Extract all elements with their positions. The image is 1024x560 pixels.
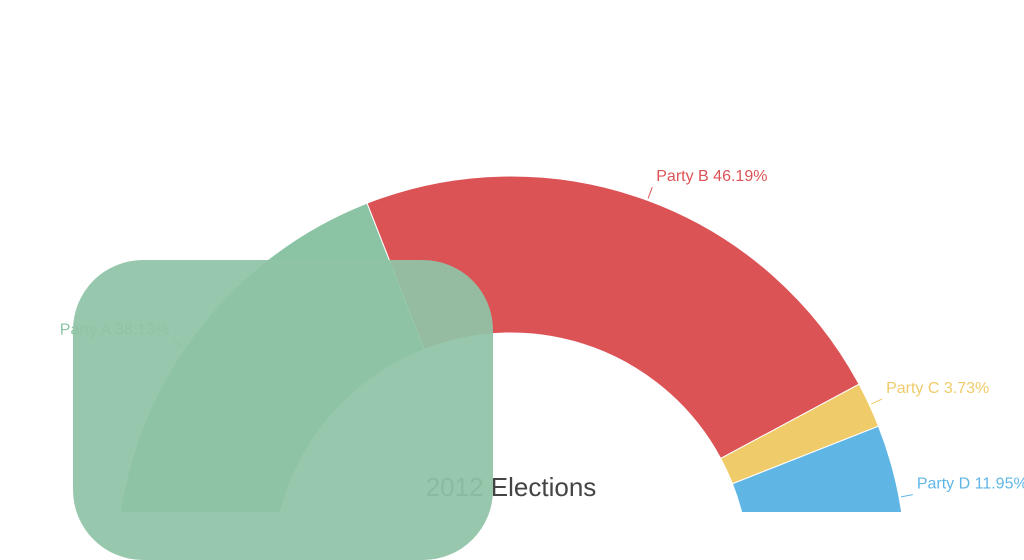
leader-line xyxy=(900,494,913,498)
page: {"chart_data": {"type": "half-donut", "t… xyxy=(59,168,1024,560)
leader-line xyxy=(870,398,883,405)
leader-line xyxy=(647,186,653,199)
data-label: Party C 3.73% xyxy=(886,380,989,397)
slice xyxy=(731,425,902,512)
label-name: Party C xyxy=(886,380,939,397)
data-label: Party D 11.95% xyxy=(917,476,1024,493)
data-label: Party B 46.19% xyxy=(656,168,767,185)
slice xyxy=(366,175,860,460)
overlay-panel xyxy=(73,260,493,560)
label-value: 46.19% xyxy=(713,168,767,185)
label-name: Party B xyxy=(656,168,708,185)
label-value: 11.95% xyxy=(975,476,1024,493)
label-name: Party D xyxy=(917,476,970,493)
label-value: 3.73% xyxy=(944,380,989,397)
